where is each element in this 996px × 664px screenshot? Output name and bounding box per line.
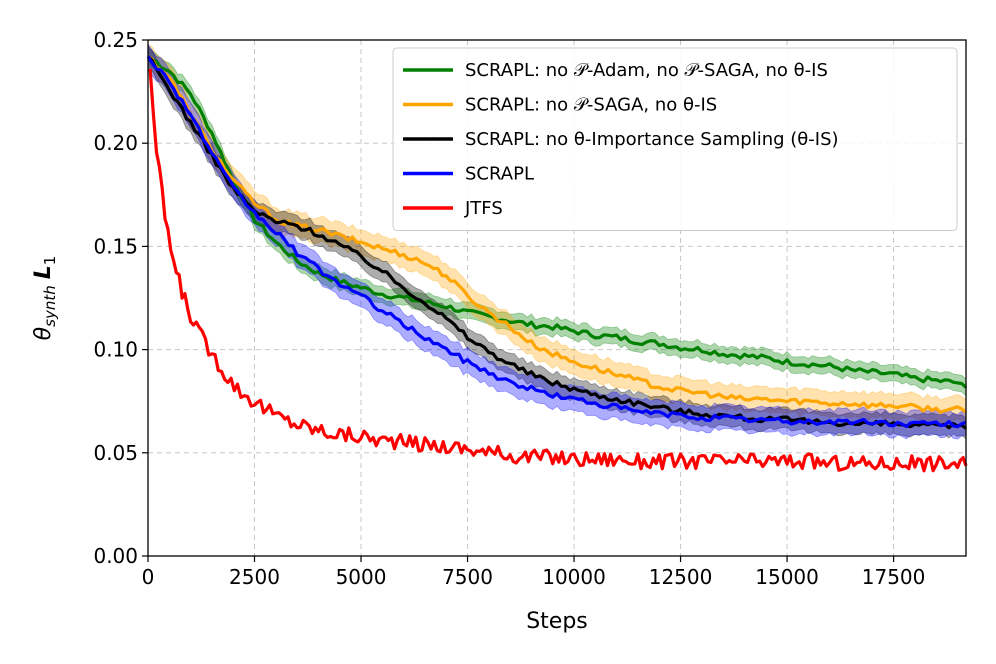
legend-label: SCRAPL: no 𝒫-Adam, no 𝒫-SAGA, no θ-IS [465, 60, 828, 81]
axis-ticks: 0 2500 5000 7500 10000 12500 15000 17500 0.00 0.0… [93, 28, 925, 589]
y-tick-label: 0.00 [93, 544, 138, 568]
x-tick-label: 5000 [336, 565, 387, 589]
x-tick-label: 12500 [649, 565, 713, 589]
legend-label: SCRAPL: no 𝒫-SAGA, no θ-IS [465, 95, 717, 116]
x-tick-label: 10000 [542, 565, 606, 589]
legend-label: JTFS [464, 198, 503, 219]
y-label-l: L [31, 265, 56, 279]
legend-label: SCRAPL: no θ-Importance Sampling (θ-IS) [465, 129, 839, 150]
x-axis-label: Steps [526, 609, 588, 634]
x-tick-label: 17500 [862, 565, 926, 589]
series-line-4 [148, 68, 968, 473]
y-tick-label: 0.15 [93, 234, 138, 258]
x-tick-label: 7500 [442, 565, 493, 589]
y-label-sub-1: 1 [41, 256, 59, 266]
series-lines [146, 55, 968, 473]
x-tick-label: 2500 [229, 565, 280, 589]
legend: SCRAPL: no 𝒫-Adam, no 𝒫-SAGA, no θ-IS SCR… [392, 47, 958, 231]
y-label-theta: θ [31, 326, 56, 340]
y-tick-label: 0.05 [93, 441, 138, 465]
legend-box [392, 47, 958, 231]
y-axis-label: θsynth L1 [31, 256, 59, 341]
series-line-3 [146, 55, 967, 429]
y-tick-label: 0.25 [93, 28, 138, 52]
series-line-1 [147, 55, 967, 414]
y-label-sub-synth: synth [41, 285, 59, 327]
x-tick-label: 15000 [755, 565, 819, 589]
plot-frame [147, 39, 967, 557]
y-tick-label: 0.10 [93, 338, 138, 362]
x-tick-label: 0 [142, 565, 155, 589]
y-tick-label: 0.20 [93, 131, 138, 155]
series-line-0 [147, 55, 968, 389]
legend-label: SCRAPL [465, 164, 534, 185]
